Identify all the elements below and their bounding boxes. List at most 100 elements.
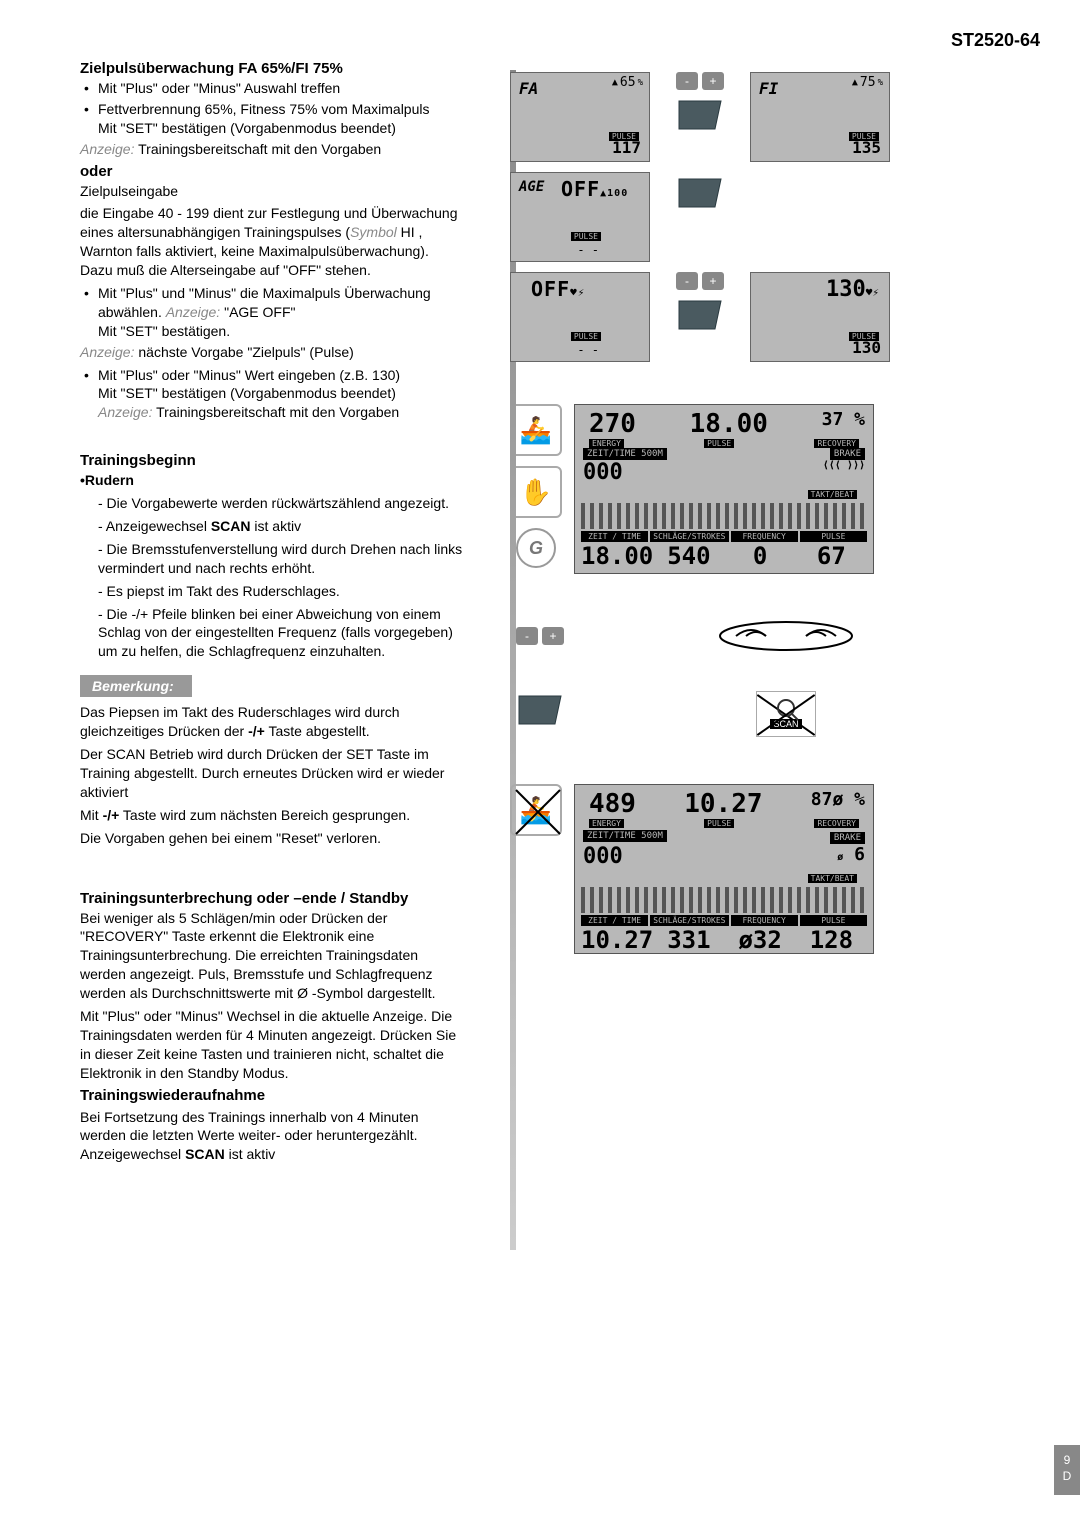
remark-p1b: Taste abgestellt. bbox=[265, 723, 370, 739]
plus-btn-s[interactable]: + bbox=[542, 627, 564, 645]
anz-lbl-3: Anzeige: bbox=[98, 404, 152, 420]
s1-b2a: Fettverbrennung 65%, Fitness 75% vom Max… bbox=[98, 101, 429, 117]
sound-side: - + bbox=[510, 627, 570, 731]
remark-p3: Mit -/+ Taste wird zum nächsten Bereich … bbox=[80, 806, 465, 825]
bigend-brakev: 6 bbox=[854, 844, 865, 865]
train-l5: - Die -/+ Pfeile blinken bei einer Abwei… bbox=[98, 605, 465, 662]
plus-btn[interactable]: + bbox=[702, 72, 724, 90]
bigend-bl1: ZEIT / TIME bbox=[581, 915, 648, 926]
bigg-time: 18.00 bbox=[690, 409, 768, 439]
lcd-fa-pct: ▲65% bbox=[612, 75, 643, 90]
s2-anz3: Trainingsbereitschaft mit den Vorgaben bbox=[152, 404, 399, 420]
bigend-bv4: 128 bbox=[796, 926, 867, 954]
anzeige-label: Anzeige: bbox=[80, 141, 134, 157]
tri-icon: ▲ bbox=[612, 77, 618, 88]
bigend-bv3: ø32 bbox=[725, 926, 796, 954]
s1-b2b: Mit "SET" bestätigen (Vorgabenmodus been… bbox=[98, 120, 396, 136]
bigg-time500: ZEIT/TIME 500M bbox=[583, 448, 667, 460]
train-scan: SCAN bbox=[211, 518, 251, 534]
lcd-off2: OFF♥⚡ PULSE - - bbox=[510, 272, 650, 362]
bigend-brake: BRAKE bbox=[830, 832, 865, 844]
lcd-row-age: AGE OFF▲100 PULSE - - bbox=[510, 172, 990, 262]
bigg-bl1: ZEIT / TIME bbox=[581, 531, 648, 542]
remark-pm2: -/+ bbox=[103, 807, 120, 823]
hand-icon: ✋ bbox=[510, 466, 562, 518]
bigg-bl2: SCHLÄGE/STROKES bbox=[650, 531, 728, 542]
interrupt-scan: SCAN bbox=[185, 1146, 225, 1162]
lcd-row-off-130: OFF♥⚡ PULSE - - - + 130♥⚡ PULSE 130 bbox=[510, 272, 990, 362]
set-button-s[interactable] bbox=[510, 689, 570, 731]
lcd-130-val2: 130 bbox=[852, 338, 881, 357]
set-button-1[interactable] bbox=[670, 94, 730, 136]
lcd-130-val: 130♥⚡ bbox=[826, 277, 879, 302]
s2-b1: Mit "Plus" und "Minus" die Maximalpuls Ü… bbox=[80, 284, 465, 341]
bigg-energy: 270 bbox=[589, 409, 636, 439]
s2-p1: die Eingabe 40 - 199 dient zur Festlegun… bbox=[80, 204, 465, 280]
interrupt-sub: Trainingswiederaufnahme bbox=[80, 1087, 465, 1104]
big-g-row: 🚣 ✋ G 270 18.00 37 % ENERGY PULSE RECOVE… bbox=[510, 404, 990, 574]
bigg-bv4: 67 bbox=[796, 542, 867, 570]
plusminus-1: - + bbox=[676, 72, 724, 90]
set-button-3[interactable] bbox=[670, 294, 730, 336]
bigg-zoo: 000 bbox=[583, 460, 623, 485]
sound-wave-icon bbox=[716, 616, 856, 656]
big-end-row: 🚣 489 10.27 87ø % ENERGY PULSE RECOVERY bbox=[510, 784, 990, 954]
bigend-takt: TAKT/BEAT bbox=[808, 874, 857, 883]
lcd-big-g: 270 18.00 37 % ENERGY PULSE RECOVERY ZEI… bbox=[574, 404, 874, 574]
minus-btn-s[interactable]: - bbox=[516, 627, 538, 645]
s2-anz2-line: Anzeige: nächste Vorgabe "Zielpuls" (Pul… bbox=[80, 343, 465, 362]
s2-b2a: Mit "Plus" oder "Minus" Wert eingeben (z… bbox=[98, 367, 400, 383]
lcd-fi-pct: ▲75% bbox=[852, 75, 883, 90]
big-end-side: 🚣 bbox=[510, 784, 562, 846]
set-button-2[interactable] bbox=[670, 172, 730, 214]
plus-btn-3[interactable]: + bbox=[702, 272, 724, 290]
minus-btn[interactable]: - bbox=[676, 72, 698, 90]
train-sub: •Rudern bbox=[80, 471, 465, 490]
lcd-fa-label: FA bbox=[519, 79, 538, 98]
lcd-fa: FA ▲65% PULSE 117 bbox=[510, 72, 650, 162]
bigend-bl4: PULSE bbox=[800, 915, 867, 926]
rowing-icon: 🚣 bbox=[510, 404, 562, 456]
remark-p2: Der SCAN Betrieb wird durch Drücken der … bbox=[80, 745, 465, 802]
bigg-takt: TAKT/BEAT bbox=[808, 490, 857, 499]
rowing-stop-icon: 🚣 bbox=[510, 784, 562, 836]
remark-pm1: -/+ bbox=[248, 723, 265, 739]
s1-b2: Fettverbrennung 65%, Fitness 75% vom Max… bbox=[80, 100, 465, 138]
interrupt-p2: Mit "Plus" oder "Minus" Wechsel in die a… bbox=[80, 1007, 465, 1083]
lcd-off2-val: OFF♥⚡ bbox=[531, 277, 585, 301]
right-column: FA ▲65% PULSE 117 - + FI ▲75% PULSE 135 bbox=[480, 30, 990, 1168]
minus-btn-3[interactable]: - bbox=[676, 272, 698, 290]
bigend-zoo: 000 bbox=[583, 844, 623, 869]
bigend-energy: 489 bbox=[589, 789, 636, 819]
page-lang: D bbox=[1054, 1469, 1080, 1485]
bigg-bl4: PULSE bbox=[800, 531, 867, 542]
scan-cross: SCAN bbox=[582, 686, 990, 742]
bigend-bl2: SCHLÄGE/STROKES bbox=[650, 915, 728, 926]
s1-title: Zielpulsüberwachung FA 65%/FI 75% bbox=[80, 60, 465, 77]
bigg-bl3: FREQUENCY bbox=[731, 531, 798, 542]
train-title: Trainingsbeginn bbox=[80, 452, 465, 469]
bigg-bv2: 540 bbox=[653, 542, 724, 570]
bigend-pulse-lbl: PULSE bbox=[704, 819, 734, 828]
lcd-age-label: AGE bbox=[519, 179, 544, 195]
btn-stack-1: - + bbox=[670, 72, 730, 162]
big-g-side: 🚣 ✋ G bbox=[510, 404, 562, 568]
strokes-bar-2 bbox=[581, 887, 867, 913]
s2-anz2: nächste Vorgabe "Zielpuls" (Pulse) bbox=[134, 344, 353, 360]
s1-list: Mit "Plus" oder "Minus" Auswahl treffen … bbox=[80, 79, 465, 138]
train-l2: - Anzeigewechsel SCAN ist aktiv bbox=[98, 517, 465, 536]
train-lines: - Die Vorgabewerte werden rückwärtszähle… bbox=[80, 494, 465, 661]
lcd-fa-val: 117 bbox=[612, 138, 641, 157]
g-letter: G bbox=[516, 528, 556, 568]
bigg-pct: 37 bbox=[822, 409, 844, 430]
lcd-130: 130♥⚡ PULSE 130 bbox=[750, 272, 890, 362]
s2-anz1: "AGE OFF" bbox=[220, 304, 295, 320]
plusminus-sound: - + bbox=[516, 627, 564, 645]
anzeige-text: Trainingsbereitschaft mit den Vorgaben bbox=[134, 141, 381, 157]
bigg-bv1: 18.00 bbox=[581, 542, 653, 570]
remark-label: Bemerkung: bbox=[80, 675, 192, 697]
bigend-bl3: FREQUENCY bbox=[731, 915, 798, 926]
s1-b1: Mit "Plus" oder "Minus" Auswahl treffen bbox=[80, 79, 465, 98]
lcd-big-end: 489 10.27 87ø % ENERGY PULSE RECOVERY ZE… bbox=[574, 784, 874, 954]
lcd-off2-pulse-lbl: PULSE bbox=[571, 332, 601, 341]
